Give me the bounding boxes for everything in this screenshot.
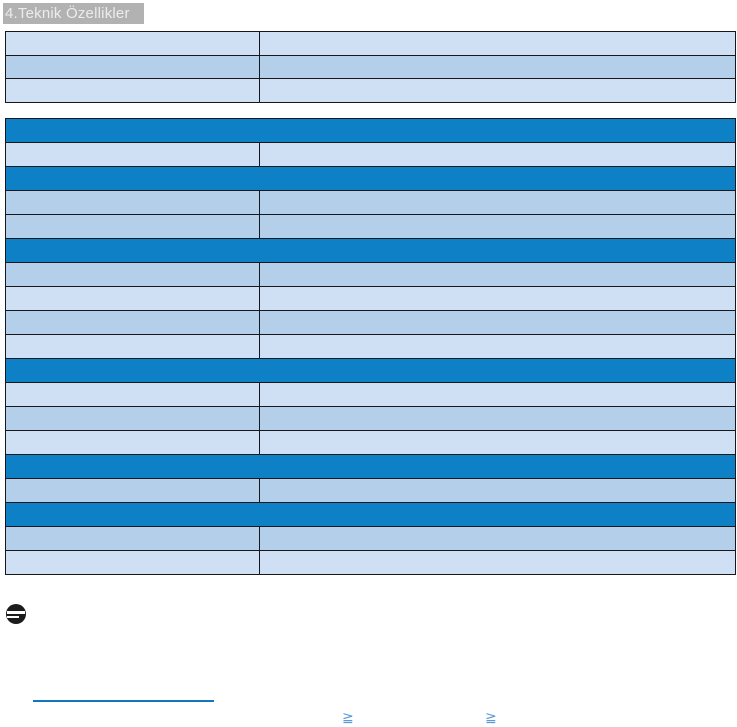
- spec-row: [6, 215, 735, 239]
- spec-value-cell: [260, 383, 735, 406]
- spec-value-cell: [260, 287, 735, 310]
- hyperlink-underline[interactable]: [33, 700, 214, 702]
- spec-value-cell: [260, 263, 735, 286]
- spec-label-cell: [6, 32, 260, 55]
- section-header-row: [6, 239, 735, 263]
- note-icon-bar: [7, 611, 25, 614]
- spec-row: [6, 143, 735, 167]
- spec-label-cell: [6, 551, 260, 574]
- spec-row: [6, 191, 735, 215]
- spec-label-cell: [6, 215, 260, 238]
- spec-label-cell: [6, 55, 260, 78]
- spec-row: [6, 287, 735, 311]
- spec-label-cell: [6, 407, 260, 430]
- note-icon: [6, 604, 26, 624]
- spec-value-cell: [260, 311, 735, 334]
- spec-label-cell: [6, 79, 260, 102]
- spec-row: [6, 32, 735, 56]
- section-header-cell: [6, 167, 735, 190]
- spec-row: [6, 79, 735, 102]
- spec-label-cell: [6, 479, 260, 502]
- spec-label-cell: [6, 311, 260, 334]
- spec-value-cell: [260, 551, 735, 574]
- spec-value-cell: [260, 335, 735, 358]
- spec-label-cell: [6, 287, 260, 310]
- spec-row: [6, 479, 735, 503]
- section-header-row: [6, 455, 735, 479]
- spec-label-cell: [6, 191, 260, 214]
- section-header-cell: [6, 239, 735, 262]
- spec-row: [6, 431, 735, 455]
- spec-row: [6, 335, 735, 359]
- section-header-row: [6, 503, 735, 527]
- section-header-cell: [6, 455, 735, 478]
- spec-value-cell: [260, 32, 735, 55]
- spec-value-cell: [260, 79, 735, 102]
- spec-label-cell: [6, 431, 260, 454]
- spec-value-cell: [260, 191, 735, 214]
- section-header-row: [6, 119, 735, 143]
- spec-row: [6, 263, 735, 287]
- spec-value-cell: [260, 143, 735, 166]
- spec-value-cell: [260, 431, 735, 454]
- spec-label-cell: [6, 383, 260, 406]
- section-header-row: [6, 167, 735, 191]
- section-header-cell: [6, 119, 735, 142]
- spec-value-cell: [260, 527, 735, 550]
- spec-label-cell: [6, 335, 260, 358]
- spec-value-cell: [260, 479, 735, 502]
- note-icon-bar: [7, 615, 19, 619]
- spec-label-cell: [6, 527, 260, 550]
- gte-glyph: ≧: [485, 709, 497, 725]
- spec-row: [6, 383, 735, 407]
- spec-table-top: [5, 31, 736, 103]
- spec-row: [6, 551, 735, 574]
- spec-row: [6, 527, 735, 551]
- gte-glyph: ≧: [342, 709, 354, 725]
- spec-label-cell: [6, 263, 260, 286]
- spec-value-cell: [260, 215, 735, 238]
- spec-value-cell: [260, 56, 735, 79]
- spec-label-cell: [6, 143, 260, 166]
- chapter-title: 4.Teknik Özellikler: [3, 3, 144, 24]
- section-header-cell: [6, 359, 735, 382]
- spec-value-cell: [260, 407, 735, 430]
- spec-table-main: [5, 118, 736, 575]
- spec-row: [6, 311, 735, 335]
- section-header-cell: [6, 503, 735, 526]
- spec-row: [6, 407, 735, 431]
- spec-row: [6, 55, 735, 79]
- section-header-row: [6, 359, 735, 383]
